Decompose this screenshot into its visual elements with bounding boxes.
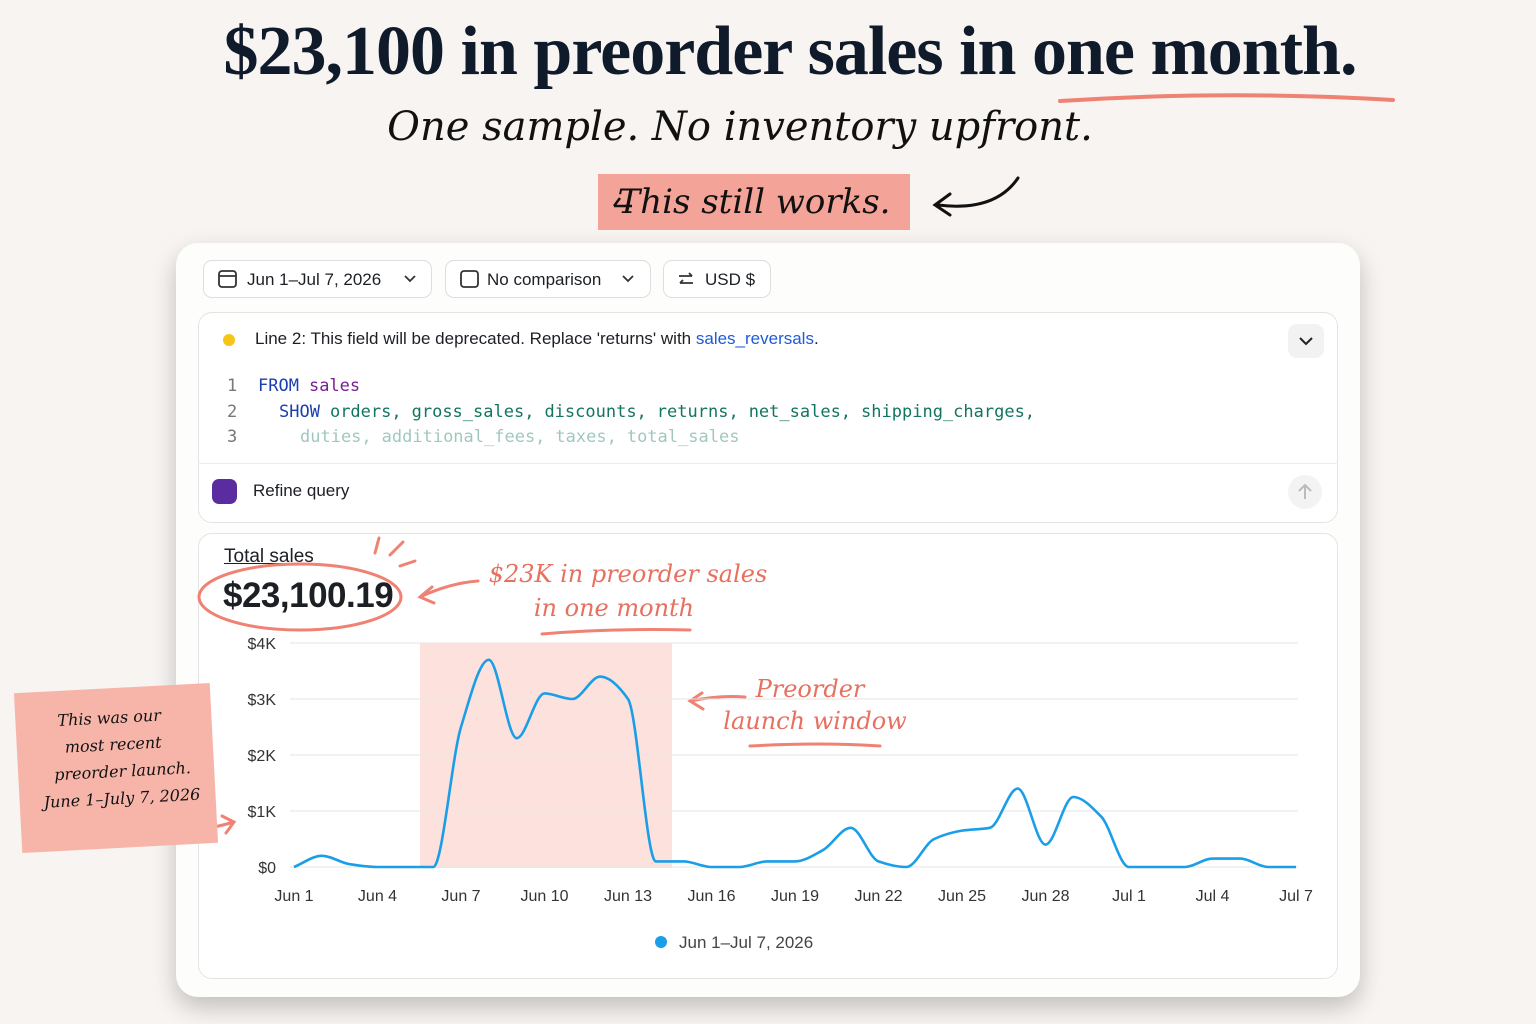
highlight: This still works.: [598, 174, 910, 230]
chevron: [1299, 337, 1313, 346]
x-tick-label: Jul 1: [1112, 888, 1146, 905]
legend-marker: [655, 936, 667, 948]
headline: $23,100 in preorder sales in one month.: [223, 13, 1358, 90]
collapse-button[interactable]: [1288, 324, 1324, 358]
x-tick-label: Jul 7: [1279, 888, 1313, 905]
warning-text: Line 2: This field will be deprecated. R…: [255, 329, 696, 348]
assistant-icon: [212, 479, 237, 504]
subtitle: One sample. No inventory upfront.: [387, 104, 1093, 150]
annotation: Preorder: [755, 675, 866, 703]
x-tick-label: Jun 13: [604, 888, 652, 905]
identifier: sales: [308, 376, 361, 396]
send-arrow: [1298, 483, 1312, 499]
pen-marks: [144, 536, 882, 835]
line-number: 2: [227, 401, 238, 422]
warning-dot: [223, 334, 235, 346]
currency: USD $: [705, 270, 756, 289]
identifier: taxes,: [555, 427, 617, 447]
x-tick-label: Jun 7: [441, 888, 480, 905]
x-tick-label: Jun 22: [854, 888, 902, 905]
tick: [613, 197, 632, 208]
annotation: $23K in preorder sales: [489, 560, 768, 588]
identifier: returns,: [656, 401, 739, 422]
refine-query[interactable]: Refine query: [253, 481, 350, 500]
x-tick-label: Jun 4: [358, 888, 397, 905]
arrow: [932, 176, 1020, 217]
currency-button[interactable]: USD $: [663, 260, 771, 298]
query-editor: [198, 312, 1338, 523]
code-line: FROM sales: [258, 376, 370, 396]
warning-end: .: [813, 329, 819, 348]
date-range-button[interactable]: Jun 1–Jul 7, 2026: [203, 260, 432, 298]
y-tick-label: $4K: [248, 636, 277, 653]
identifier: net_sales,: [748, 401, 852, 422]
identifier: gross_sales,: [411, 401, 535, 422]
x-tick-label: Jun 25: [938, 888, 986, 905]
annotation: launch window: [723, 707, 907, 735]
x-tick-label: Jun 28: [1021, 888, 1069, 905]
code-line: duties, additional_fees, taxes, total_sales: [300, 427, 749, 447]
chart-panel: [198, 533, 1338, 979]
note-line: preorder launch.: [53, 758, 192, 785]
comparison-button[interactable]: No comparison: [445, 260, 651, 298]
x-tick-label: Jun 1: [274, 888, 313, 905]
warning: Line 2: This field will be deprecated. R…: [255, 329, 819, 349]
note-line: June 1–July 7, 2026: [43, 784, 201, 812]
x-tick-label: Jul 4: [1196, 888, 1230, 905]
keyword: SHOW: [279, 401, 320, 422]
line-number: 3: [227, 427, 238, 447]
y-tick-label: $2K: [248, 748, 277, 765]
note-line: most recent: [64, 732, 163, 757]
note-line: This was our: [56, 705, 162, 730]
y-tick-label: $3K: [248, 692, 277, 709]
line: [293, 658, 1296, 869]
legend-label: Jun 1–Jul 7, 2026: [679, 933, 813, 952]
divider: [198, 463, 1338, 464]
y-tick-label: $1K: [248, 804, 277, 821]
y-tick-label: $0: [258, 860, 276, 877]
chart-title: Total sales: [224, 546, 314, 567]
underline: [1058, 93, 1395, 103]
code-line: SHOW orders, gross_sales, discounts, returns…: [279, 402, 1045, 422]
comparison: No comparison: [487, 270, 602, 289]
total-value: $23,100.19: [223, 576, 394, 615]
warning-link[interactable]: sales_reversals: [695, 329, 814, 348]
line-number: 1: [227, 376, 238, 396]
x-tick-label: Jun 10: [520, 888, 568, 905]
identifier: total_sales: [626, 427, 740, 447]
x-tick-label: Jun 19: [771, 888, 819, 905]
identifier: discounts,: [544, 401, 647, 422]
identifier: shipping_charges,: [861, 401, 1036, 422]
sticky-note: This was our most recent preorder launch. J…: [13, 682, 219, 854]
date-range: Jun 1–Jul 7, 2026: [247, 270, 382, 289]
identifier: additional_fees,: [381, 427, 546, 447]
annotation: in one month: [534, 594, 694, 622]
identifier: duties,: [300, 427, 372, 447]
identifier: orders,: [329, 401, 402, 422]
icons: [218, 270, 1313, 346]
x-tick-label: Jun 16: [687, 888, 735, 905]
circle-mark: [197, 562, 403, 632]
keyword: FROM: [258, 376, 299, 396]
